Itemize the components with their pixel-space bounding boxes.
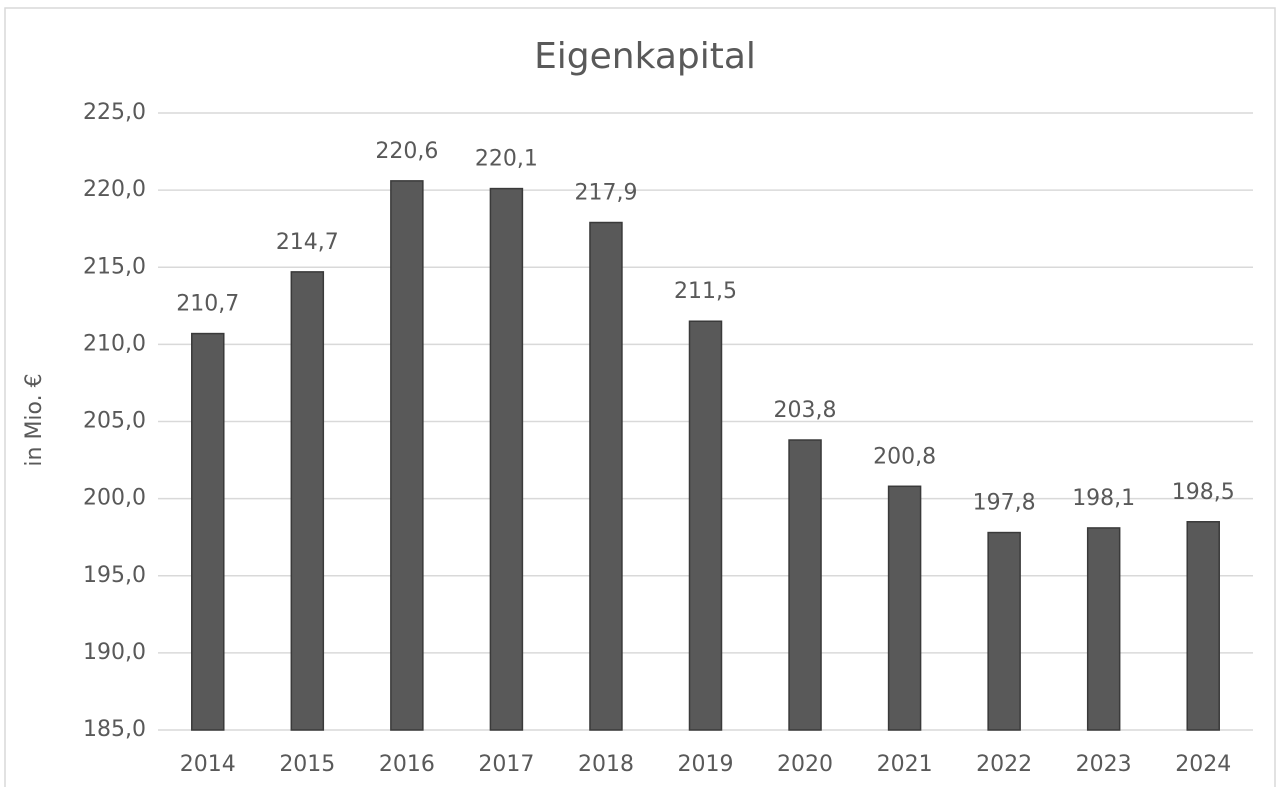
x-tick-label: 2022 [976,752,1032,777]
x-tick-label: 2016 [379,752,435,777]
bar [887,485,922,731]
y-tick-label: 190,0 [83,640,146,665]
data-label: 203,8 [774,398,837,423]
data-label: 198,5 [1172,480,1235,505]
data-label: 210,7 [176,292,239,317]
x-tick-label: 2020 [777,752,833,777]
x-tick-label: 2021 [877,752,933,777]
y-tick-label: 215,0 [83,254,146,279]
y-axis-label: in Mio. € [22,373,47,466]
data-label: 220,1 [475,147,538,172]
bar [290,271,325,731]
bar [589,221,623,731]
bar [688,320,723,731]
x-tick-label: 2014 [180,752,236,777]
y-tick-label: 185,0 [83,717,146,742]
bar [788,439,822,731]
y-tick-label: 225,0 [83,100,146,125]
x-tick-label: 2015 [279,752,335,777]
bar [489,187,524,731]
bar [1186,521,1220,731]
x-tick-label: 2018 [578,752,634,777]
y-tick-label: 210,0 [83,331,146,356]
y-tick-label: 195,0 [83,563,146,588]
bar [1086,527,1121,731]
x-tick-label: 2024 [1175,752,1231,777]
data-label: 214,7 [276,230,339,255]
x-tick-label: 2023 [1076,752,1132,777]
y-tick-label: 200,0 [83,486,146,511]
data-label: 197,8 [973,491,1036,516]
bar [191,332,225,731]
data-label: 198,1 [1072,486,1135,511]
y-tick-label: 220,0 [83,177,146,202]
chart-title: Eigenkapital [534,36,756,77]
data-label: 211,5 [674,279,737,304]
x-tick-label: 2019 [678,752,734,777]
data-label: 200,8 [873,444,936,469]
data-label: 220,6 [375,139,438,164]
y-tick-label: 205,0 [83,409,146,434]
bar [987,531,1021,731]
data-label: 217,9 [574,181,637,206]
x-tick-label: 2017 [478,752,534,777]
bar [390,180,424,731]
